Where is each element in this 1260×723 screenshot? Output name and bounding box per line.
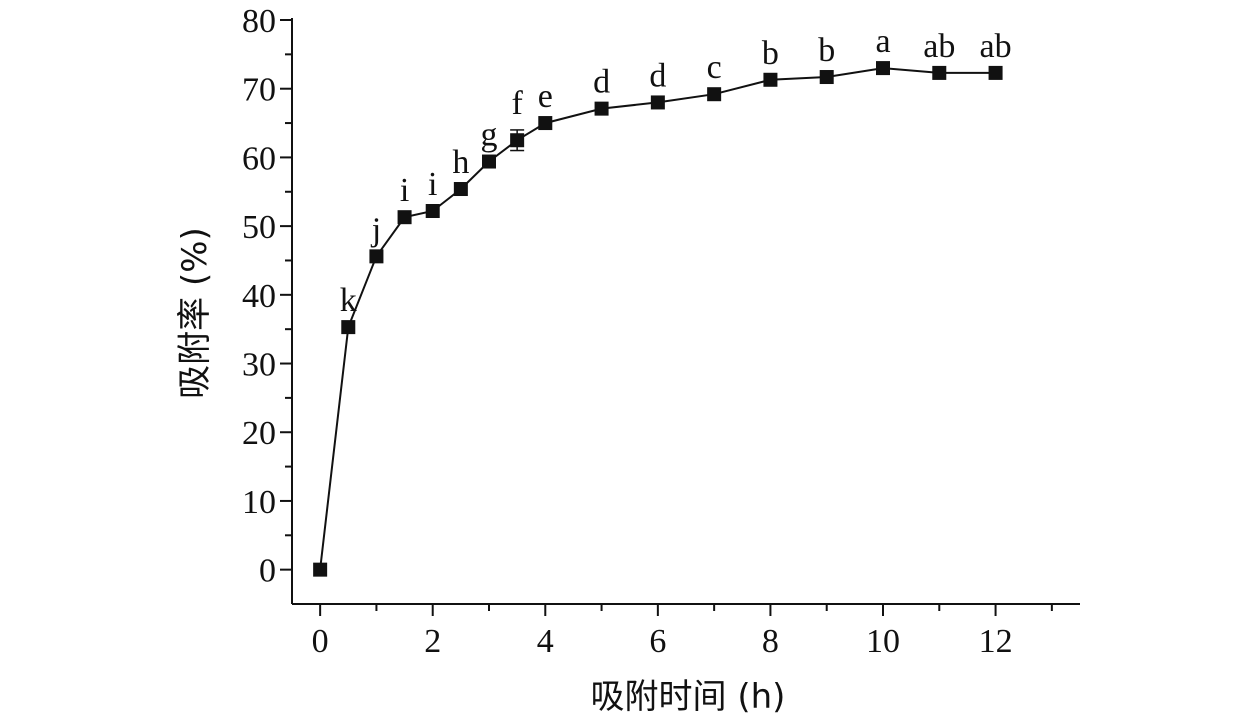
y-tick-label: 70 xyxy=(242,72,276,109)
significance-letter: k xyxy=(340,282,357,319)
data-point xyxy=(819,70,834,85)
significance-letter: d xyxy=(593,64,610,101)
x-axis-ticks: 0 2 4 6 8 10 12 xyxy=(312,604,1053,660)
data-point xyxy=(594,101,609,116)
y-tick-label: 40 xyxy=(242,278,276,315)
significance-letter: d xyxy=(649,57,666,94)
data-point xyxy=(341,320,356,335)
data-point xyxy=(763,72,778,87)
significance-letter: g xyxy=(481,117,498,154)
x-axis-title: 吸附时间 (h) xyxy=(591,677,786,717)
significance-letter: f xyxy=(511,85,523,122)
x-tick-label: 8 xyxy=(762,623,779,660)
significance-letter: i xyxy=(400,172,409,209)
y-tick-label: 0 xyxy=(259,553,276,590)
significance-letter: h xyxy=(452,144,469,181)
significance-letter: ab xyxy=(980,28,1012,65)
significance-letter: ab xyxy=(923,28,955,65)
significance-letter: b xyxy=(818,32,835,69)
x-tick-label: 0 xyxy=(312,623,329,660)
data-point xyxy=(707,87,722,102)
y-axis-ticks: 0 10 20 30 40 50 60 70 80 xyxy=(242,3,292,590)
series-line-group xyxy=(319,67,996,570)
y-tick-label: 10 xyxy=(242,484,276,521)
x-tick-label: 2 xyxy=(424,623,441,660)
data-point xyxy=(538,116,553,131)
data-point xyxy=(876,61,890,76)
data-point xyxy=(510,133,525,148)
x-tick-label: 6 xyxy=(649,623,666,660)
axes xyxy=(291,18,1080,605)
significance-letter: j xyxy=(371,211,381,248)
data-point xyxy=(425,204,440,219)
data-point xyxy=(397,210,412,225)
significance-letter: a xyxy=(875,23,890,60)
x-tick-label: 10 xyxy=(866,623,900,660)
data-point xyxy=(313,562,328,577)
x-tick-label: 12 xyxy=(979,623,1013,660)
data-point xyxy=(482,154,496,169)
significance-letter: b xyxy=(762,35,779,72)
data-point xyxy=(988,65,1003,80)
data-point xyxy=(650,95,665,110)
data-points xyxy=(313,61,1003,577)
significance-letter: c xyxy=(707,49,722,86)
y-tick-label: 60 xyxy=(242,140,276,177)
y-tick-label: 80 xyxy=(242,3,276,40)
data-point xyxy=(369,249,384,264)
y-tick-label: 30 xyxy=(242,347,276,384)
y-tick-label: 50 xyxy=(242,209,276,246)
data-point xyxy=(453,182,468,197)
significance-letter: i xyxy=(428,166,437,203)
data-point xyxy=(932,65,947,80)
y-tick-label: 20 xyxy=(242,415,276,452)
x-tick-label: 4 xyxy=(537,623,554,660)
y-axis-title: 吸附率 (%) xyxy=(175,227,215,399)
significance-letter: e xyxy=(538,78,553,115)
series-line xyxy=(319,67,996,570)
